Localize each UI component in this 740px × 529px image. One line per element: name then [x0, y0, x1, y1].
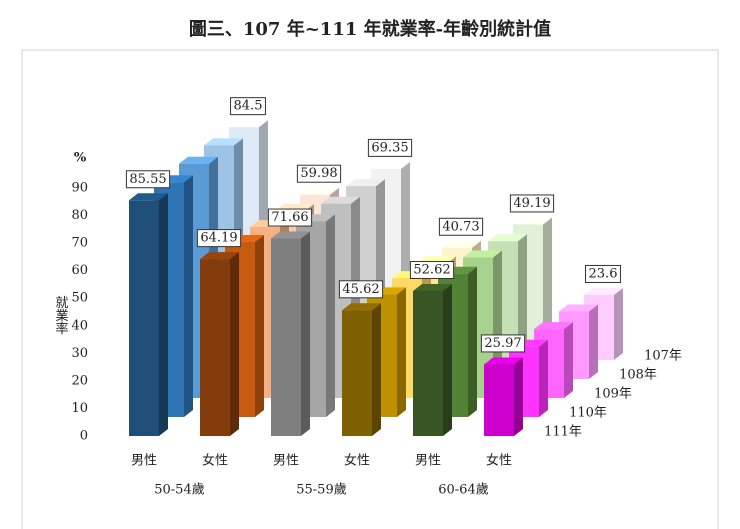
bar — [200, 252, 239, 436]
x-tick-label: 男性 — [273, 454, 299, 469]
bar — [271, 231, 310, 436]
bar-side — [184, 175, 193, 417]
value-label: 49.19 — [513, 196, 550, 211]
y-tick-label: 10 — [71, 401, 88, 416]
depth-label: 111年 — [544, 425, 582, 440]
bar-side — [301, 231, 310, 436]
x-tick-label: 男性 — [415, 454, 441, 469]
value-label-box — [367, 138, 413, 157]
bar-front — [200, 259, 230, 436]
bar-front — [413, 291, 443, 436]
x-tick-label: 男性 — [131, 454, 157, 469]
value-label: 52.62 — [413, 263, 450, 278]
bar-side — [397, 287, 406, 417]
bar-side — [614, 287, 623, 360]
value-label-box — [585, 264, 621, 283]
value-label-box — [230, 97, 266, 116]
chart-title: 圖三、107 年~111 年就業率-年齡別統計值 — [189, 18, 551, 40]
value-label: 45.62 — [342, 282, 379, 297]
bar-top — [463, 250, 502, 258]
bar-top — [200, 252, 239, 260]
depth-label: 110年 — [569, 406, 607, 421]
value-label-box — [409, 261, 455, 280]
y-tick-label: 90 — [71, 181, 88, 196]
depth-label: 107年 — [644, 349, 682, 364]
group-label: 60-64歲 — [438, 483, 488, 498]
value-label-box — [196, 229, 242, 248]
bar-top — [229, 120, 268, 128]
bar-side — [230, 252, 239, 436]
depth-label: 109年 — [594, 387, 632, 402]
y-tick-label: 0 — [80, 429, 88, 444]
bar-front — [129, 200, 159, 436]
bar-front — [271, 238, 301, 436]
value-label: 25.97 — [484, 336, 521, 351]
bar-side — [443, 284, 452, 436]
value-label: 23.6 — [589, 266, 618, 281]
value-label: 85.55 — [129, 172, 166, 187]
bar-top — [204, 138, 243, 146]
value-label-box — [125, 170, 171, 189]
bar-side — [159, 193, 168, 436]
value-label-box — [338, 280, 384, 299]
value-label: 71.66 — [271, 210, 308, 225]
bar-top — [300, 187, 339, 195]
x-tick-label: 女性 — [202, 453, 228, 469]
bar-top — [179, 156, 218, 164]
bar-top — [584, 287, 623, 295]
y-tick-label: 50 — [71, 291, 88, 306]
y-axis-title: 就業率 — [53, 296, 69, 335]
x-tick-label: 女性 — [344, 453, 370, 469]
bar-top — [346, 179, 385, 187]
bar-top — [534, 322, 573, 330]
bar-top — [484, 357, 523, 365]
bar — [413, 284, 452, 436]
bar-top — [342, 303, 381, 311]
bar-front — [342, 310, 372, 436]
bar-side — [564, 322, 573, 398]
bar-side — [539, 339, 548, 417]
value-label: 59.98 — [300, 166, 337, 181]
bar-top — [321, 196, 360, 204]
value-label-box — [509, 194, 555, 213]
bar-top — [413, 284, 452, 292]
bar-top — [559, 304, 598, 312]
bar — [342, 303, 381, 436]
bar-side — [468, 266, 477, 417]
bar — [484, 357, 523, 436]
value-label: 84.5 — [234, 99, 263, 114]
y-tick-label: 40 — [71, 318, 88, 333]
bar-top — [271, 231, 310, 239]
bar-top — [442, 240, 481, 248]
bar-side — [514, 357, 523, 436]
y-tick-label: 20 — [71, 373, 88, 388]
value-label: 64.19 — [200, 231, 237, 246]
group-label: 55-59歲 — [296, 483, 346, 498]
bar-top — [488, 234, 527, 242]
bar-side — [372, 303, 381, 436]
bar-top — [513, 217, 552, 225]
value-label-box — [267, 208, 313, 227]
y-tick-label: 30 — [71, 346, 88, 361]
value-label-box — [480, 334, 526, 353]
depth-label: 108年 — [619, 368, 657, 383]
bar-side — [589, 304, 598, 379]
bar-top — [371, 161, 410, 169]
value-label: 69.35 — [371, 140, 408, 155]
y-unit: % — [74, 151, 87, 166]
group-label: 50-54歲 — [154, 483, 204, 498]
value-label: 40.73 — [442, 219, 479, 234]
bar-top — [129, 193, 168, 201]
y-tick-label: 80 — [71, 208, 88, 223]
y-tick-label: 70 — [71, 236, 88, 251]
value-label-box — [296, 164, 342, 183]
bar-front — [484, 364, 514, 436]
x-tick-label: 女性 — [486, 453, 512, 469]
value-label-box — [438, 217, 484, 236]
y-tick-label: 60 — [71, 263, 88, 278]
bar-side — [326, 214, 335, 417]
bar — [129, 193, 168, 436]
bar-side — [255, 235, 264, 417]
